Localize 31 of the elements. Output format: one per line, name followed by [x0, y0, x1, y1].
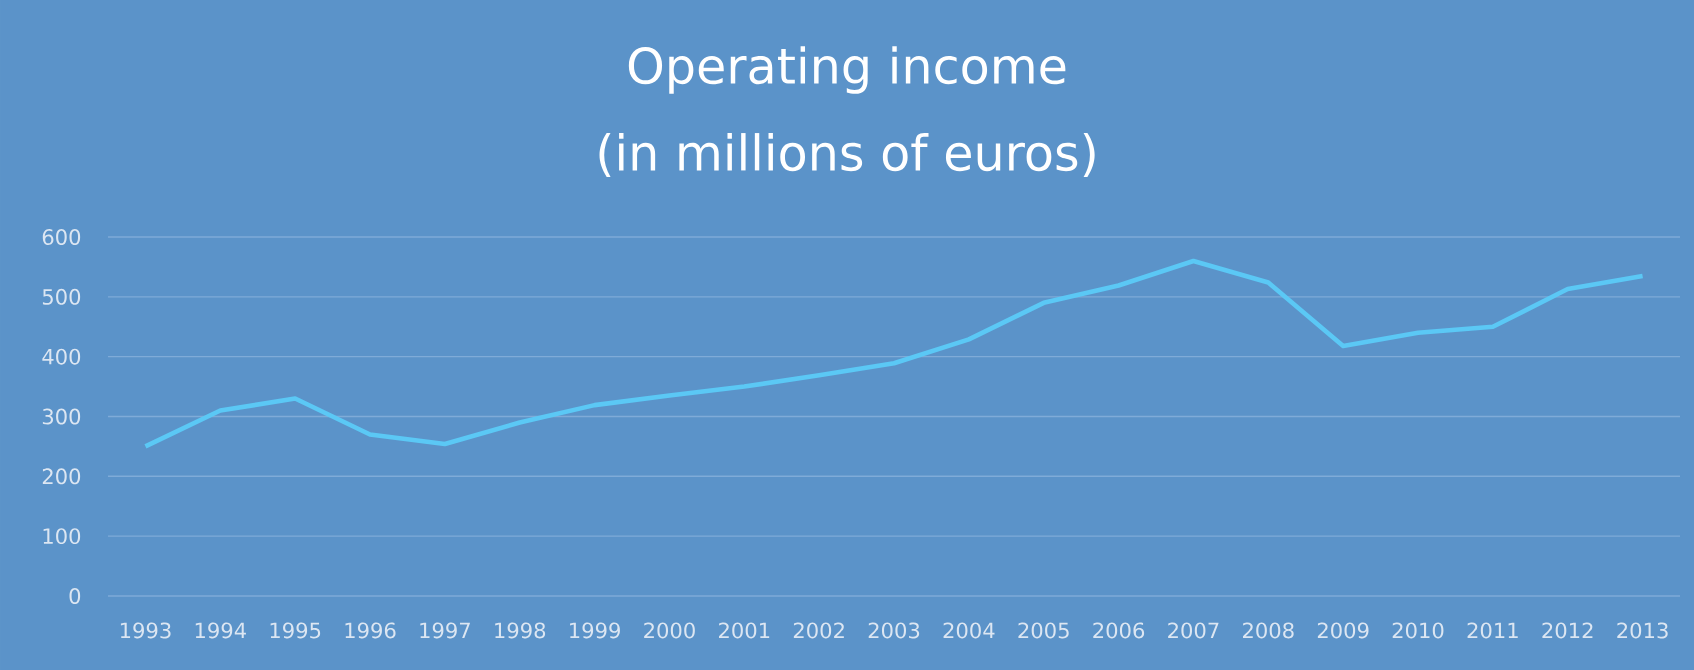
x-tick-label: 2007 [1168, 622, 1219, 639]
x-tick-label: 1994 [195, 622, 246, 639]
line-series [143, 258, 1645, 449]
y-tick-label: 500 [42, 288, 81, 305]
x-tick-label: 1998 [495, 622, 546, 639]
x-tick-label: 2010 [1392, 622, 1444, 639]
x-tick-label: 2012 [1542, 622, 1593, 639]
x-tick-label: 1997 [420, 622, 470, 639]
x-tick-label: 2005 [1018, 622, 1069, 639]
x-tick-label: 1996 [345, 622, 396, 639]
x-tick-label: 2004 [943, 622, 995, 639]
y-tick-label: 0 [69, 588, 81, 604]
x-tick-label: 2000 [644, 622, 695, 639]
y-tick-label: 600 [42, 229, 81, 245]
x-tick-label: 2006 [1093, 622, 1145, 639]
x-tick-label: 2011 [1467, 622, 1518, 639]
y-tick-label: 400 [42, 348, 81, 365]
x-tick-label: 2009 [1317, 622, 1369, 639]
y-tick-label: 300 [42, 408, 81, 425]
x-tick-label: 1993 [120, 622, 171, 639]
x-tick-label: 2008 [1243, 622, 1294, 639]
x-tick-label: 2013 [1617, 622, 1668, 639]
y-tick-label: 200 [42, 468, 81, 485]
x-tick-label: 1995 [270, 622, 321, 639]
chart-title: Operating income [628, 46, 1066, 94]
x-tick-label: 2001 [719, 622, 770, 639]
chart-subtitle: (in millions of euros) [599, 133, 1095, 177]
y-tick-label: 100 [43, 528, 81, 545]
x-tick-label: 2003 [868, 622, 920, 639]
x-tick-label: 2002 [793, 622, 844, 639]
x-tick-label: 1999 [570, 622, 620, 639]
